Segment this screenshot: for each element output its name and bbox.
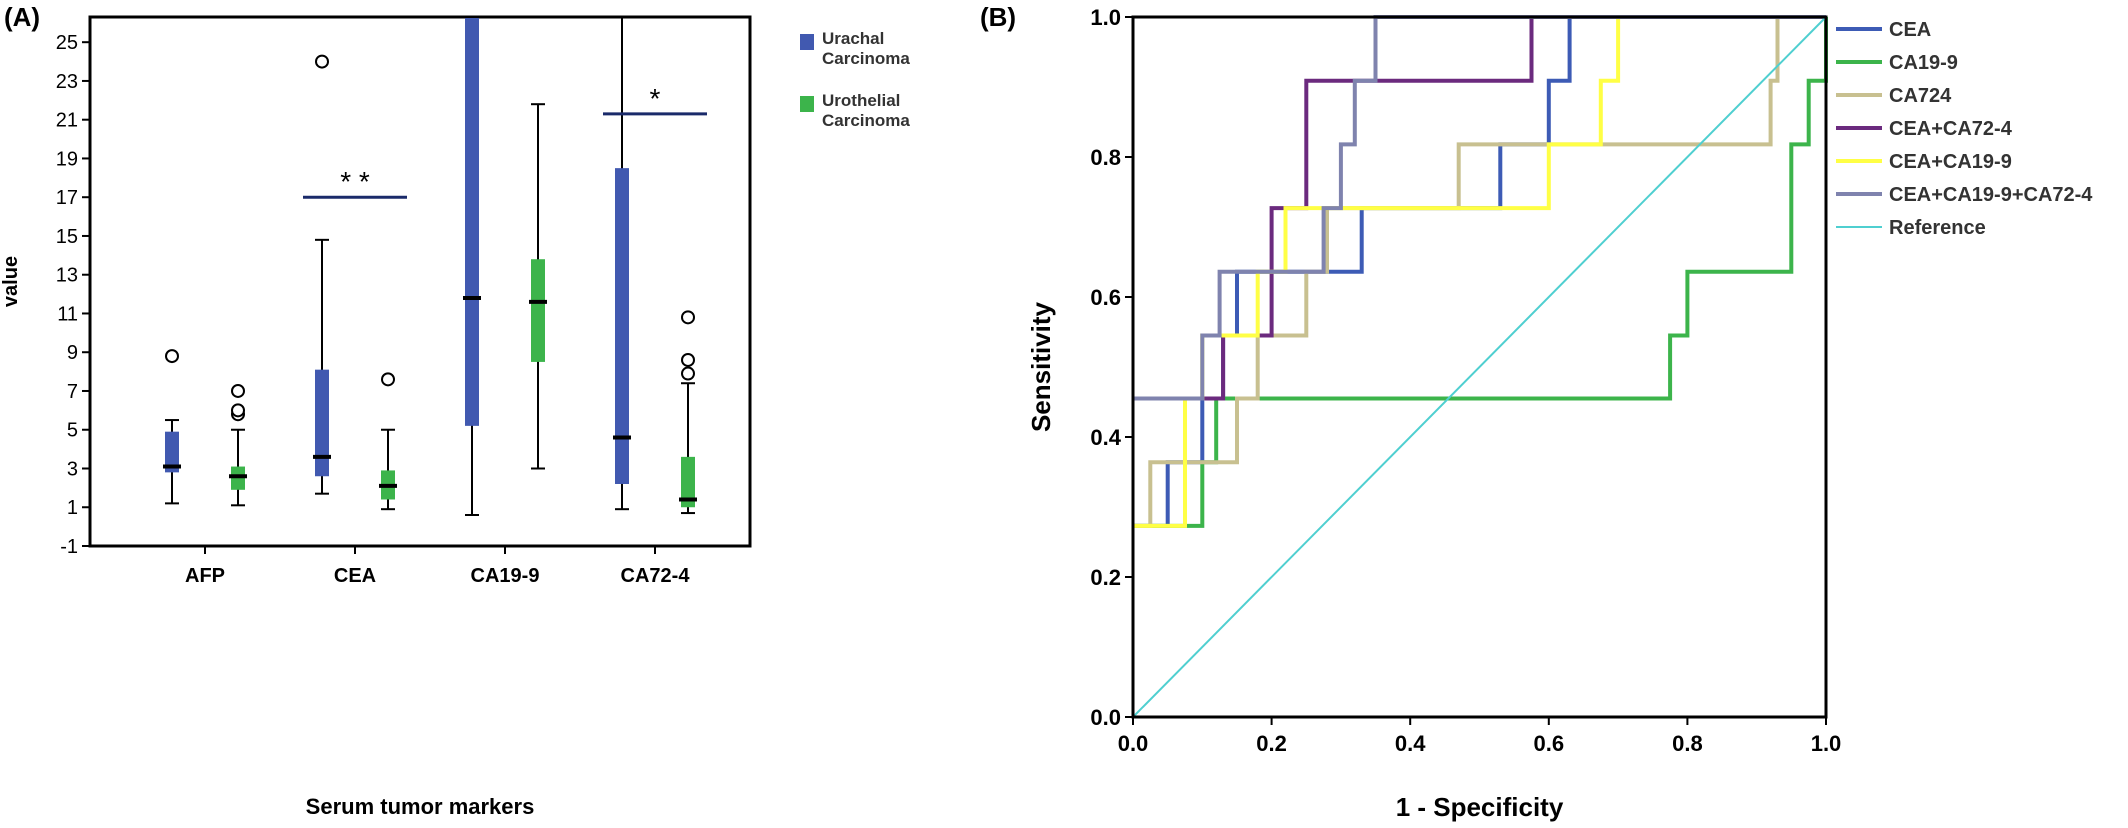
legend-label: CEA+CA19-9+CA72-4 (1889, 184, 2093, 206)
box (531, 259, 545, 362)
outlier-point (231, 403, 245, 418)
x-axis-label: Serum tumor markers (306, 794, 535, 819)
outlier-point (681, 352, 695, 367)
outlier-point (681, 366, 695, 381)
roc-line-cea-ca19-9-ca72-4 (1133, 15, 1826, 401)
box (615, 168, 629, 484)
outlier-point (381, 372, 395, 387)
roc-line-reference (1132, 16, 1827, 718)
y-axis-label: Sensitivity (1026, 301, 1056, 432)
x-axis-label: 1 - Specificity (1396, 792, 1564, 822)
legend-label: Urachal (822, 29, 884, 48)
y-axis-label: value (0, 256, 22, 307)
x-tick-label: 0.6 (1534, 731, 1565, 756)
y-tick-label: 13 (56, 265, 78, 287)
legend-label: CEA+CA19-9 (1889, 151, 2012, 173)
y-tick-label: 1 (67, 497, 78, 519)
legend-label: CA19-9 (1889, 52, 1958, 74)
plot-frame (1131, 15, 1828, 719)
outlier-point (315, 54, 329, 69)
panel-label: (B) (980, 2, 1016, 32)
outlier-point (681, 310, 695, 325)
y-tick-label: 17 (56, 187, 78, 209)
outlier-point (165, 349, 179, 364)
legend-label: CEA+CA72-4 (1889, 118, 2013, 140)
box (315, 369, 329, 477)
panel-label: (A) (4, 2, 40, 32)
panel-b-roc-chart: (B) 0.0 0.2 0.4 0.6 0.8 1.0 0.0 0.2 0.4 0.6 0.8 1.0 1… (980, 2, 2093, 822)
x-tick-label: CEA (334, 565, 376, 587)
y-tick-label: 1.0 (1090, 5, 1121, 30)
x-tick-label: CA72-4 (621, 565, 691, 587)
x-tick-label: CA19-9 (471, 565, 540, 587)
legend-swatch (800, 96, 814, 112)
legend-label: CA724 (1889, 85, 1952, 107)
legend-label: Carcinoma (822, 111, 910, 130)
y-tick-label: 9 (67, 342, 78, 364)
y-tick-label: 23 (56, 71, 78, 93)
x-tick-label: 0.0 (1118, 731, 1149, 756)
box (165, 431, 179, 473)
y-tick-label: -1 (60, 536, 78, 558)
y-tick-label: 21 (56, 110, 78, 132)
x-tick-label: 1.0 (1811, 731, 1842, 756)
y-tick-label: 3 (67, 458, 78, 480)
y-tick-label: 0.2 (1090, 565, 1121, 590)
outlier-point (231, 383, 245, 398)
y-tick-label: 0.4 (1090, 425, 1121, 450)
y-tick-label: 19 (56, 148, 78, 170)
y-tick-label: 11 (57, 303, 78, 325)
legend-label: Urothelial (822, 91, 900, 110)
x-tick-label: 0.2 (1256, 731, 1287, 756)
significance-label: * * (340, 166, 370, 197)
legend-label: Carcinoma (822, 49, 910, 68)
x-tick-label: 0.8 (1672, 731, 1703, 756)
y-tick-label: 0.0 (1090, 705, 1121, 730)
x-tick-label: 0.4 (1395, 731, 1426, 756)
legend-label: CEA (1889, 19, 1931, 41)
y-tick-label: 25 (56, 32, 78, 54)
legend-label: Reference (1889, 217, 1986, 239)
y-tick-label: 15 (56, 226, 78, 248)
y-tick-label: 0.8 (1090, 145, 1121, 170)
box (465, 18, 479, 426)
plot-frame (88, 15, 752, 548)
y-tick-label: 0.6 (1090, 285, 1121, 310)
legend-swatch (800, 34, 814, 50)
y-tick-label: 7 (67, 381, 78, 403)
y-tick-label: 5 (67, 420, 78, 442)
significance-label: * (650, 83, 661, 114)
box (681, 456, 695, 508)
x-tick-label: AFP (185, 565, 225, 587)
